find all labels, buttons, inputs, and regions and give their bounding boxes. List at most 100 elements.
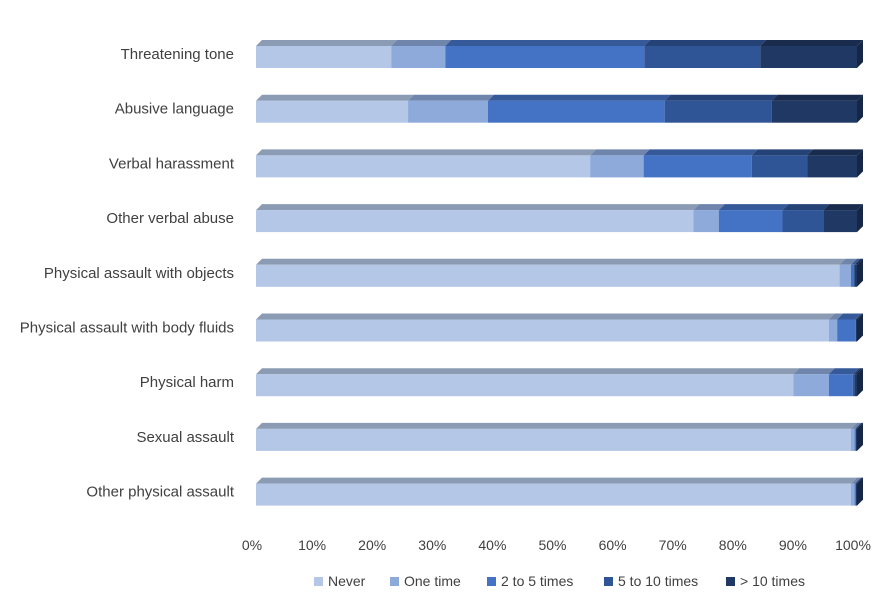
bar-segment-physical-harm-5-to-10-times	[852, 374, 855, 397]
bar-segment-physical-harm-one-time	[793, 374, 829, 397]
category-label: Physical assault with objects	[44, 265, 234, 282]
bar-top-physical-assault-with-objects-10-times	[854, 258, 863, 265]
bar-side-sexual-assault	[857, 422, 863, 451]
bar-segment-physical-harm-2-to-5-times	[828, 374, 853, 397]
bar-top-physical-harm-5-to-10-times	[852, 368, 861, 375]
bar-top-physical-assault-with-objects-5-to-10-times	[853, 258, 861, 265]
bar-segment-sexual-assault-2-to-5-times	[854, 428, 856, 451]
bar-top-other-physical-assault-2-to-5-times	[854, 477, 862, 484]
bar-segment-abusive-language-5-to-10-times	[664, 100, 772, 123]
bar-top-physical-harm-10-times	[854, 368, 863, 375]
x-tick-label: 80%	[719, 537, 747, 553]
bar-top-physical-assault-with-objects-2-to-5-times	[850, 258, 860, 265]
x-tick-label: 90%	[779, 537, 807, 553]
bar-segment-other-verbal-abuse-one-time	[693, 210, 719, 233]
bar-top-other-verbal-abuse-10-times	[823, 204, 863, 211]
bar-segment-verbal-harassment-never	[256, 155, 591, 178]
x-tick-label: 70%	[659, 537, 687, 553]
bar-top-abusive-language-10-times	[771, 94, 863, 101]
category-label: Physical harm	[140, 374, 234, 391]
bar-segment-other-verbal-abuse-5-to-10-times	[782, 210, 824, 233]
bar-segment-sexual-assault-10-times	[855, 428, 857, 451]
bar-segment-abusive-language-one-time	[408, 100, 488, 123]
bar-top-physical-harm-never	[256, 368, 800, 375]
bar-top-verbal-harassment-10-times	[807, 149, 863, 156]
category-label: Physical assault with body fluids	[20, 320, 234, 337]
x-tick-label: 0%	[242, 537, 262, 553]
bar-top-other-verbal-abuse-5-to-10-times	[782, 204, 830, 211]
legend-swatch	[314, 577, 323, 586]
bar-segment-other-verbal-abuse-never	[256, 210, 694, 233]
bar-side-threatening-tone	[857, 40, 863, 68]
legend-item-never: Never	[314, 573, 366, 589]
category-label: Verbal harassment	[109, 155, 235, 172]
bar-top-other-verbal-abuse-one-time	[693, 204, 725, 211]
bar-top-abusive-language-one-time	[408, 94, 494, 101]
bar-top-other-verbal-abuse-never	[256, 204, 700, 211]
bar-top-physical-assault-with-body-fluids-never	[256, 313, 835, 320]
bar-segment-physical-assault-with-objects-5-to-10-times	[853, 264, 855, 287]
x-tick-label: 20%	[358, 537, 386, 553]
category-label: Threatening tone	[121, 46, 234, 63]
bar-top-verbal-harassment-never	[256, 149, 597, 156]
legend-label: > 10 times	[740, 573, 805, 589]
bar-segment-abusive-language-never	[256, 100, 409, 123]
legend-label: Never	[328, 573, 366, 589]
bar-segment-other-physical-assault-one-time	[850, 483, 855, 506]
bar-top-verbal-harassment-one-time	[590, 149, 650, 156]
bar-segment-verbal-harassment-one-time	[590, 155, 644, 178]
bar-top-physical-assault-with-body-fluids-one-time	[828, 313, 844, 320]
bar-segment-other-verbal-abuse-2-to-5-times	[718, 210, 783, 233]
bar-top-other-physical-assault-5-to-10-times	[855, 477, 862, 484]
bar-segment-physical-assault-with-body-fluids-one-time	[828, 319, 838, 342]
bar-segment-physical-assault-with-body-fluids-5-to-10-times	[855, 319, 856, 342]
bar-top-physical-assault-with-objects-one-time	[839, 258, 857, 265]
x-tick-label: 30%	[418, 537, 446, 553]
bar-segment-verbal-harassment-10-times	[807, 155, 857, 178]
legend-swatch	[487, 577, 496, 586]
bar-top-physical-assault-with-body-fluids-5-to-10-times	[855, 313, 862, 320]
bar-segment-physical-assault-with-objects-never	[256, 264, 840, 287]
bar-segment-physical-assault-with-body-fluids-never	[256, 319, 829, 342]
bar-top-threatening-tone-5-to-10-times	[644, 40, 767, 46]
legend-item-10-times: > 10 times	[726, 573, 805, 589]
legend-label: One time	[404, 573, 461, 589]
bar-segment-threatening-tone-never	[256, 46, 392, 68]
bar-top-physical-assault-with-objects-never	[256, 258, 846, 265]
bar-side-abusive-language	[857, 94, 863, 123]
bar-top-abusive-language-2-to-5-times	[487, 94, 671, 101]
x-tick-label: 100%	[835, 537, 871, 553]
bar-segment-physical-assault-with-objects-10-times	[854, 264, 857, 287]
bar-segment-verbal-harassment-2-to-5-times	[643, 155, 752, 178]
bars-layer	[256, 40, 863, 506]
bar-top-sexual-assault-one-time	[850, 422, 861, 429]
bar-side-verbal-harassment	[857, 149, 863, 178]
bar-side-physical-harm	[857, 368, 863, 397]
x-tick-label: 50%	[538, 537, 566, 553]
legend-swatch	[604, 577, 613, 586]
bar-segment-physical-assault-with-objects-one-time	[839, 264, 851, 287]
category-labels: Threatening tone Abusive language Verbal h…	[20, 46, 235, 501]
bar-top-sexual-assault-2-to-5-times	[854, 422, 862, 429]
bar-segment-physical-assault-with-body-fluids-10-times	[855, 319, 857, 342]
bar-segment-other-verbal-abuse-10-times	[823, 210, 857, 233]
bar-segment-abusive-language-2-to-5-times	[487, 100, 665, 123]
x-tick-label: 60%	[599, 537, 627, 553]
category-label: Other physical assault	[86, 484, 234, 501]
x-tick-label: 10%	[298, 537, 326, 553]
category-label: Other verbal abuse	[106, 210, 234, 227]
legend-item-5-to-10-times: 5 to 10 times	[604, 573, 698, 589]
x-axis-ticks: 0% 10% 20% 30% 40% 50% 60% 70% 80% 90% 100%	[242, 537, 871, 553]
category-label: Sexual assault	[136, 429, 234, 446]
category-label: Abusive language	[115, 101, 234, 118]
bar-top-other-physical-assault-one-time	[850, 477, 861, 484]
bar-top-physical-harm-one-time	[793, 368, 835, 375]
bar-top-sexual-assault-5-to-10-times	[855, 422, 862, 429]
bar-top-other-physical-assault-never	[256, 477, 857, 484]
legend-label: 2 to 5 times	[501, 573, 573, 589]
bar-top-threatening-tone-2-to-5-times	[445, 40, 651, 46]
legend: Never One time 2 to 5 times 5 to 10 times > …	[314, 573, 805, 589]
bar-segment-threatening-tone-one-time	[391, 46, 446, 68]
bar-segment-threatening-tone-2-to-5-times	[445, 46, 645, 68]
